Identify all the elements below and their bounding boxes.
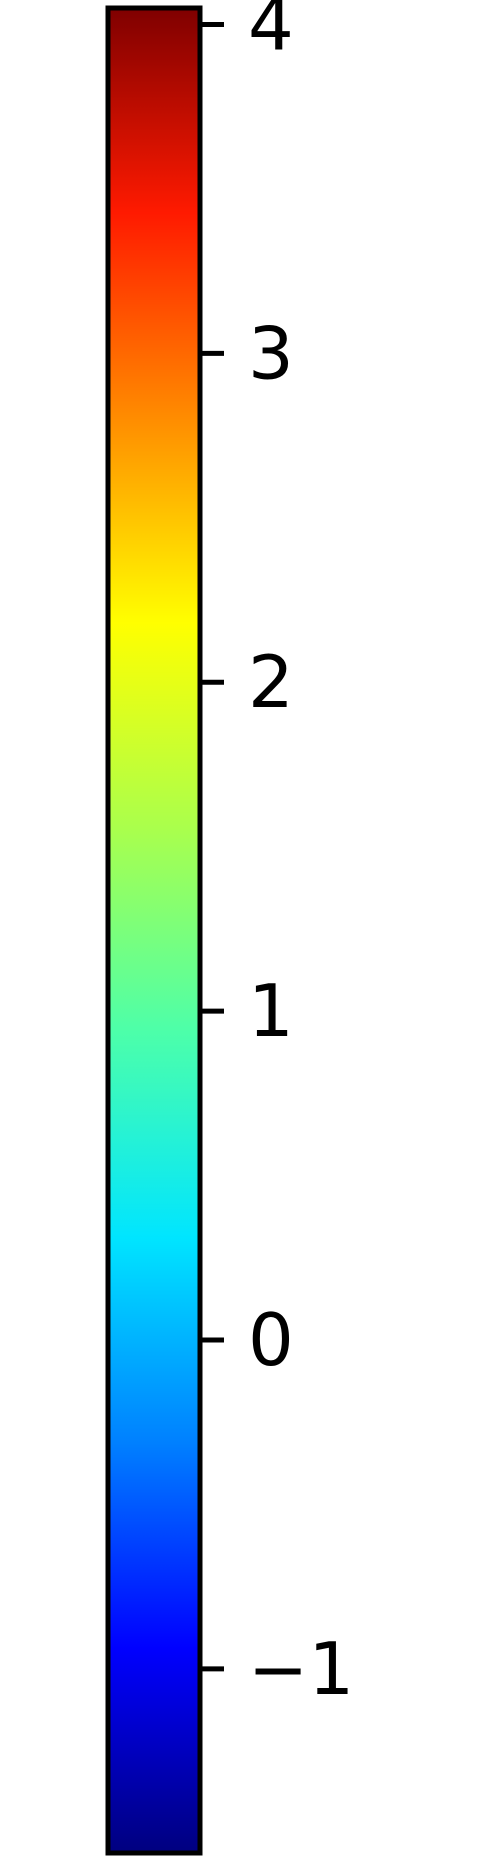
colorbar-ticks: 4 3 2 1 0 −1	[200, 0, 354, 1711]
tick-label: 0	[248, 1298, 294, 1382]
tick-label: 2	[248, 640, 294, 724]
tick-label: −1	[248, 1627, 354, 1711]
tick-label: 1	[248, 969, 294, 1053]
colorbar-gradient	[108, 8, 200, 1853]
tick-label: 3	[248, 311, 294, 395]
tick-label: 4	[248, 0, 294, 66]
colorbar-frame	[105, 5, 203, 1856]
